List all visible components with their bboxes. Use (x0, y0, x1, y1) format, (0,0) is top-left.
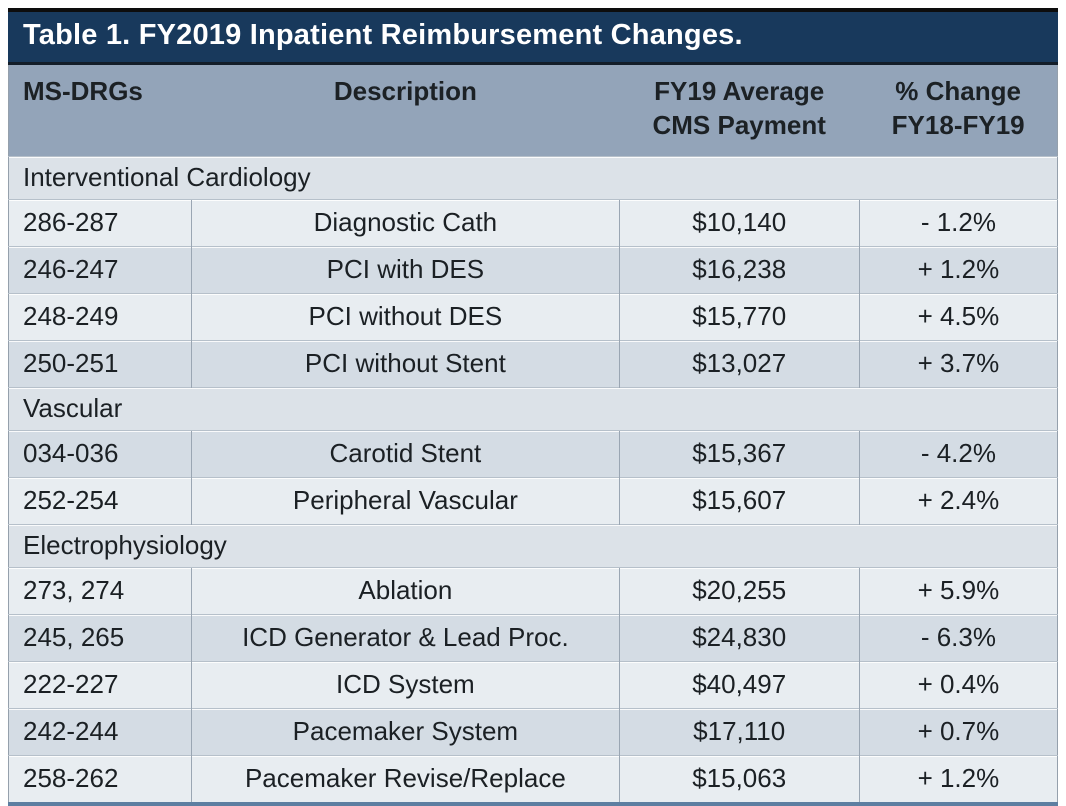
cell-payment: $15,367 (618, 429, 860, 478)
cell-description: PCI without Stent (191, 339, 620, 388)
cell-ms-drg: 222-227 (8, 660, 192, 709)
cell-change: + 1.2% (858, 245, 1058, 294)
cell-change: + 2.4% (858, 476, 1058, 525)
cell-description: Diagnostic Cath (191, 198, 620, 247)
column-header-description: Description (191, 65, 620, 157)
column-header-ms-drgs: MS-DRGs (8, 65, 192, 157)
table-body: Interventional Cardiology 286-287 Diagno… (8, 155, 1058, 804)
cell-change: - 6.3% (858, 613, 1058, 662)
section-row: Vascular (8, 386, 1058, 431)
cell-ms-drg: 286-287 (8, 198, 192, 247)
cell-change: + 5.9% (858, 566, 1058, 615)
table-row: 248-249 PCI without DES $15,770 + 4.5% (8, 292, 1058, 341)
column-header-label-line2: FY18-FY19 (891, 110, 1025, 141)
cell-change: + 1.2% (858, 754, 1058, 804)
cell-payment: $40,497 (618, 660, 860, 709)
cell-change: + 3.7% (858, 339, 1058, 388)
section-label: Vascular (8, 386, 1058, 431)
column-header-pct-change: % Change FY18-FY19 (859, 65, 1058, 157)
cell-ms-drg: 258-262 (8, 754, 192, 804)
cell-payment: $15,607 (618, 476, 860, 525)
column-header-label: Description (333, 76, 477, 106)
cell-ms-drg: 248-249 (8, 292, 192, 341)
cell-payment: $15,770 (618, 292, 860, 341)
cell-change: + 4.5% (858, 292, 1058, 341)
cell-ms-drg: 250-251 (8, 339, 192, 388)
cell-description: Peripheral Vascular (191, 476, 620, 525)
table-title: Table 1. FY2019 Inpatient Reimbursement … (8, 8, 1058, 65)
table-row: 258-262 Pacemaker Revise/Replace $15,063… (8, 754, 1058, 804)
column-header-label-line2: CMS Payment (652, 110, 826, 141)
section-label: Interventional Cardiology (8, 155, 1058, 200)
table-row: 034-036 Carotid Stent $15,367 - 4.2% (8, 429, 1058, 478)
cell-description: PCI without DES (191, 292, 620, 341)
table-row: 222-227 ICD System $40,497 + 0.4% (8, 660, 1058, 709)
cell-ms-drg: 034-036 (8, 429, 192, 478)
column-header-label-line1: FY19 Average (654, 76, 825, 106)
cell-change: + 0.7% (858, 707, 1058, 756)
cell-description: Carotid Stent (191, 429, 620, 478)
cell-change: + 0.4% (858, 660, 1058, 709)
cell-payment: $16,238 (618, 245, 860, 294)
cell-description: ICD Generator & Lead Proc. (191, 613, 620, 662)
cell-description: Ablation (191, 566, 620, 615)
cell-payment: $13,027 (618, 339, 860, 388)
cell-ms-drg: 252-254 (8, 476, 192, 525)
cell-ms-drg: 245, 265 (8, 613, 192, 662)
cell-payment: $15,063 (618, 754, 860, 804)
section-row: Electrophysiology (8, 523, 1058, 568)
table-row: 242-244 Pacemaker System $17,110 + 0.7% (8, 707, 1058, 756)
table-row: 245, 265 ICD Generator & Lead Proc. $24,… (8, 613, 1058, 662)
cell-change: - 4.2% (858, 429, 1058, 478)
table-header: MS-DRGs Description FY19 Average CMS Pay… (8, 65, 1058, 157)
column-header-fy19-payment: FY19 Average CMS Payment (619, 65, 860, 157)
cell-description: Pacemaker Revise/Replace (191, 754, 620, 804)
reimbursement-table: MS-DRGs Description FY19 Average CMS Pay… (8, 65, 1058, 806)
column-header-label-line1: % Change (895, 76, 1021, 106)
cell-description: PCI with DES (191, 245, 620, 294)
section-row: Interventional Cardiology (8, 155, 1058, 200)
cell-ms-drg: 273, 274 (8, 566, 192, 615)
cell-payment: $24,830 (618, 613, 860, 662)
table-figure: Table 1. FY2019 Inpatient Reimbursement … (8, 8, 1058, 806)
header-row: MS-DRGs Description FY19 Average CMS Pay… (8, 65, 1058, 157)
cell-ms-drg: 246-247 (8, 245, 192, 294)
cell-payment: $17,110 (618, 707, 860, 756)
table-row: 246-247 PCI with DES $16,238 + 1.2% (8, 245, 1058, 294)
table-row: 252-254 Peripheral Vascular $15,607 + 2.… (8, 476, 1058, 525)
cell-description: Pacemaker System (191, 707, 620, 756)
table-row: 250-251 PCI without Stent $13,027 + 3.7% (8, 339, 1058, 388)
cell-ms-drg: 242-244 (8, 707, 192, 756)
table-row: 273, 274 Ablation $20,255 + 5.9% (8, 566, 1058, 615)
cell-payment: $20,255 (618, 566, 860, 615)
cell-description: ICD System (191, 660, 620, 709)
cell-payment: $10,140 (618, 198, 860, 247)
section-label: Electrophysiology (8, 523, 1058, 568)
cell-change: - 1.2% (858, 198, 1058, 247)
column-header-label: MS-DRGs (23, 76, 143, 106)
table-row: 286-287 Diagnostic Cath $10,140 - 1.2% (8, 198, 1058, 247)
